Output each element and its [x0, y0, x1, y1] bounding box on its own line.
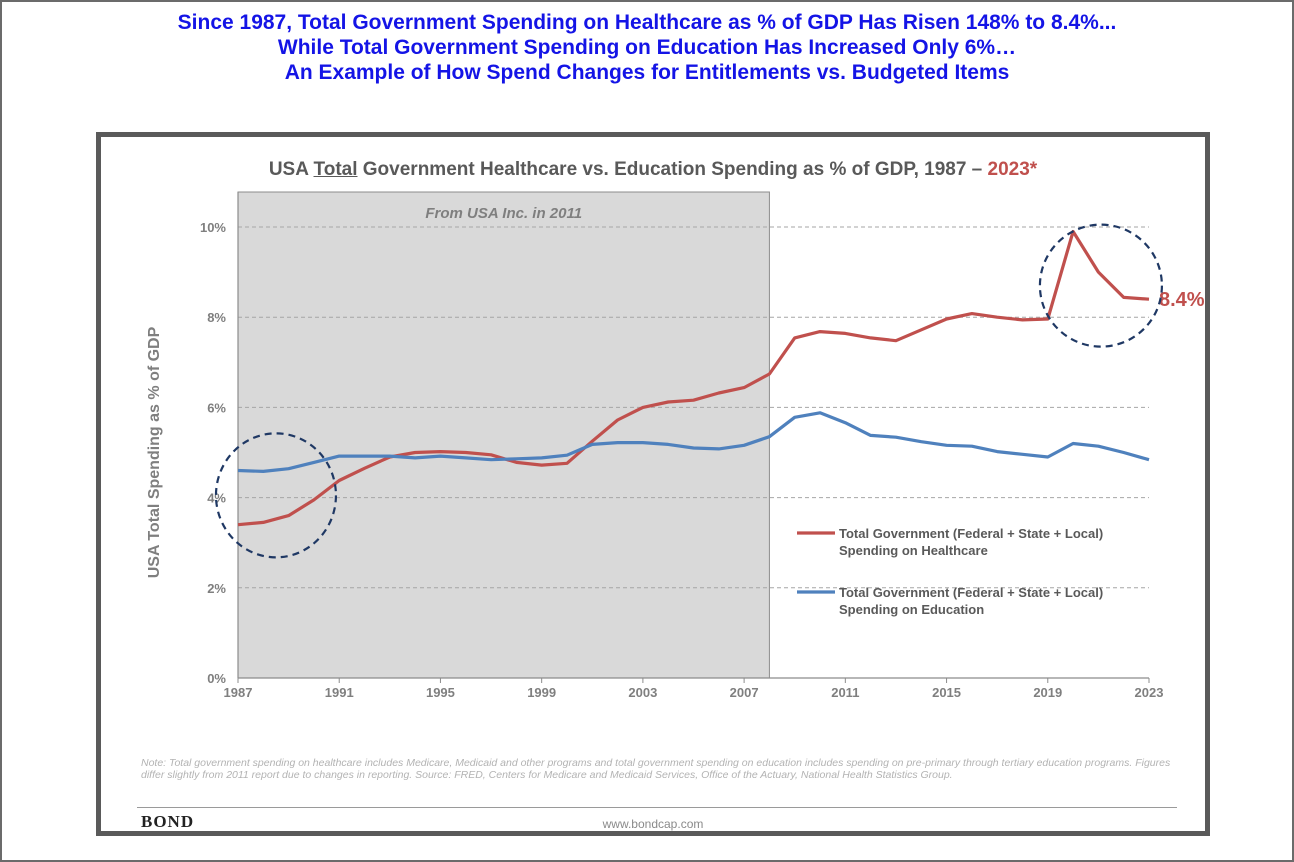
- y-tick-label: 10%: [200, 220, 226, 235]
- y-tick-label: 0%: [207, 671, 226, 686]
- chart-title-underlined: Total: [313, 159, 358, 180]
- line-chart: From USA Inc. in 2011 0% 2% 4% 6% 8% 10% 1987 19…: [146, 191, 1205, 700]
- x-tick-label: 2019: [1033, 685, 1062, 700]
- end-value-label: 8.4%: [1159, 289, 1205, 311]
- headline-line-1: Since 1987, Total Government Spending on…: [177, 11, 1117, 34]
- x-tick-label: 1987: [224, 685, 253, 700]
- annotation-circle-end: [1038, 223, 1164, 348]
- x-tick-label: 2023: [1135, 685, 1164, 700]
- x-tick-label: 2003: [628, 685, 657, 700]
- shaded-region-label: From USA Inc. in 2011: [425, 205, 582, 222]
- y-tick-label: 6%: [207, 400, 226, 415]
- website-url: www.bondcap.com: [602, 817, 704, 831]
- x-tick-label: 1991: [325, 685, 354, 700]
- chart-slide: USA Total Government Healthcare vs. Educ…: [96, 132, 1210, 836]
- headline-line-2: While Total Government Spending on Educa…: [277, 36, 1017, 59]
- bond-logo: BOND: [141, 812, 195, 831]
- footer-divider: [137, 807, 1177, 808]
- x-tick-label: 2007: [730, 685, 759, 700]
- chart-title: USA Total Government Healthcare vs. Educ…: [101, 159, 1205, 181]
- x-tick-label: 2011: [831, 685, 859, 700]
- legend-label: Total Government (Federal + State + Loca…: [839, 526, 1103, 541]
- x-tick-label: 1999: [527, 685, 556, 700]
- annotation-circle-start: [214, 432, 338, 559]
- y-axis-label: USA Total Spending as % of GDP: [146, 326, 163, 578]
- footnote: Note: Total government spending on healt…: [141, 757, 1171, 781]
- chart-title-highlight: 2023*: [987, 159, 1038, 180]
- x-tick-label: 2015: [932, 685, 961, 700]
- x-tick-label: 1995: [426, 685, 455, 700]
- legend-label: Spending on Healthcare: [839, 543, 988, 558]
- y-tick-label: 4%: [207, 491, 226, 506]
- headline-line-3: An Example of How Spend Changes for Enti…: [284, 61, 1010, 84]
- y-tick-label: 2%: [207, 581, 226, 596]
- legend-label: Spending on Education: [839, 602, 984, 617]
- shaded-region: [237, 191, 770, 679]
- chart-title-mid: Government Healthcare vs. Education Spen…: [357, 159, 988, 180]
- education-series-line: [237, 411, 1150, 473]
- legend-label: Total Government (Federal + State + Loca…: [839, 585, 1103, 600]
- y-tick-label: 8%: [207, 310, 226, 325]
- chart-title-prefix: USA: [268, 159, 314, 180]
